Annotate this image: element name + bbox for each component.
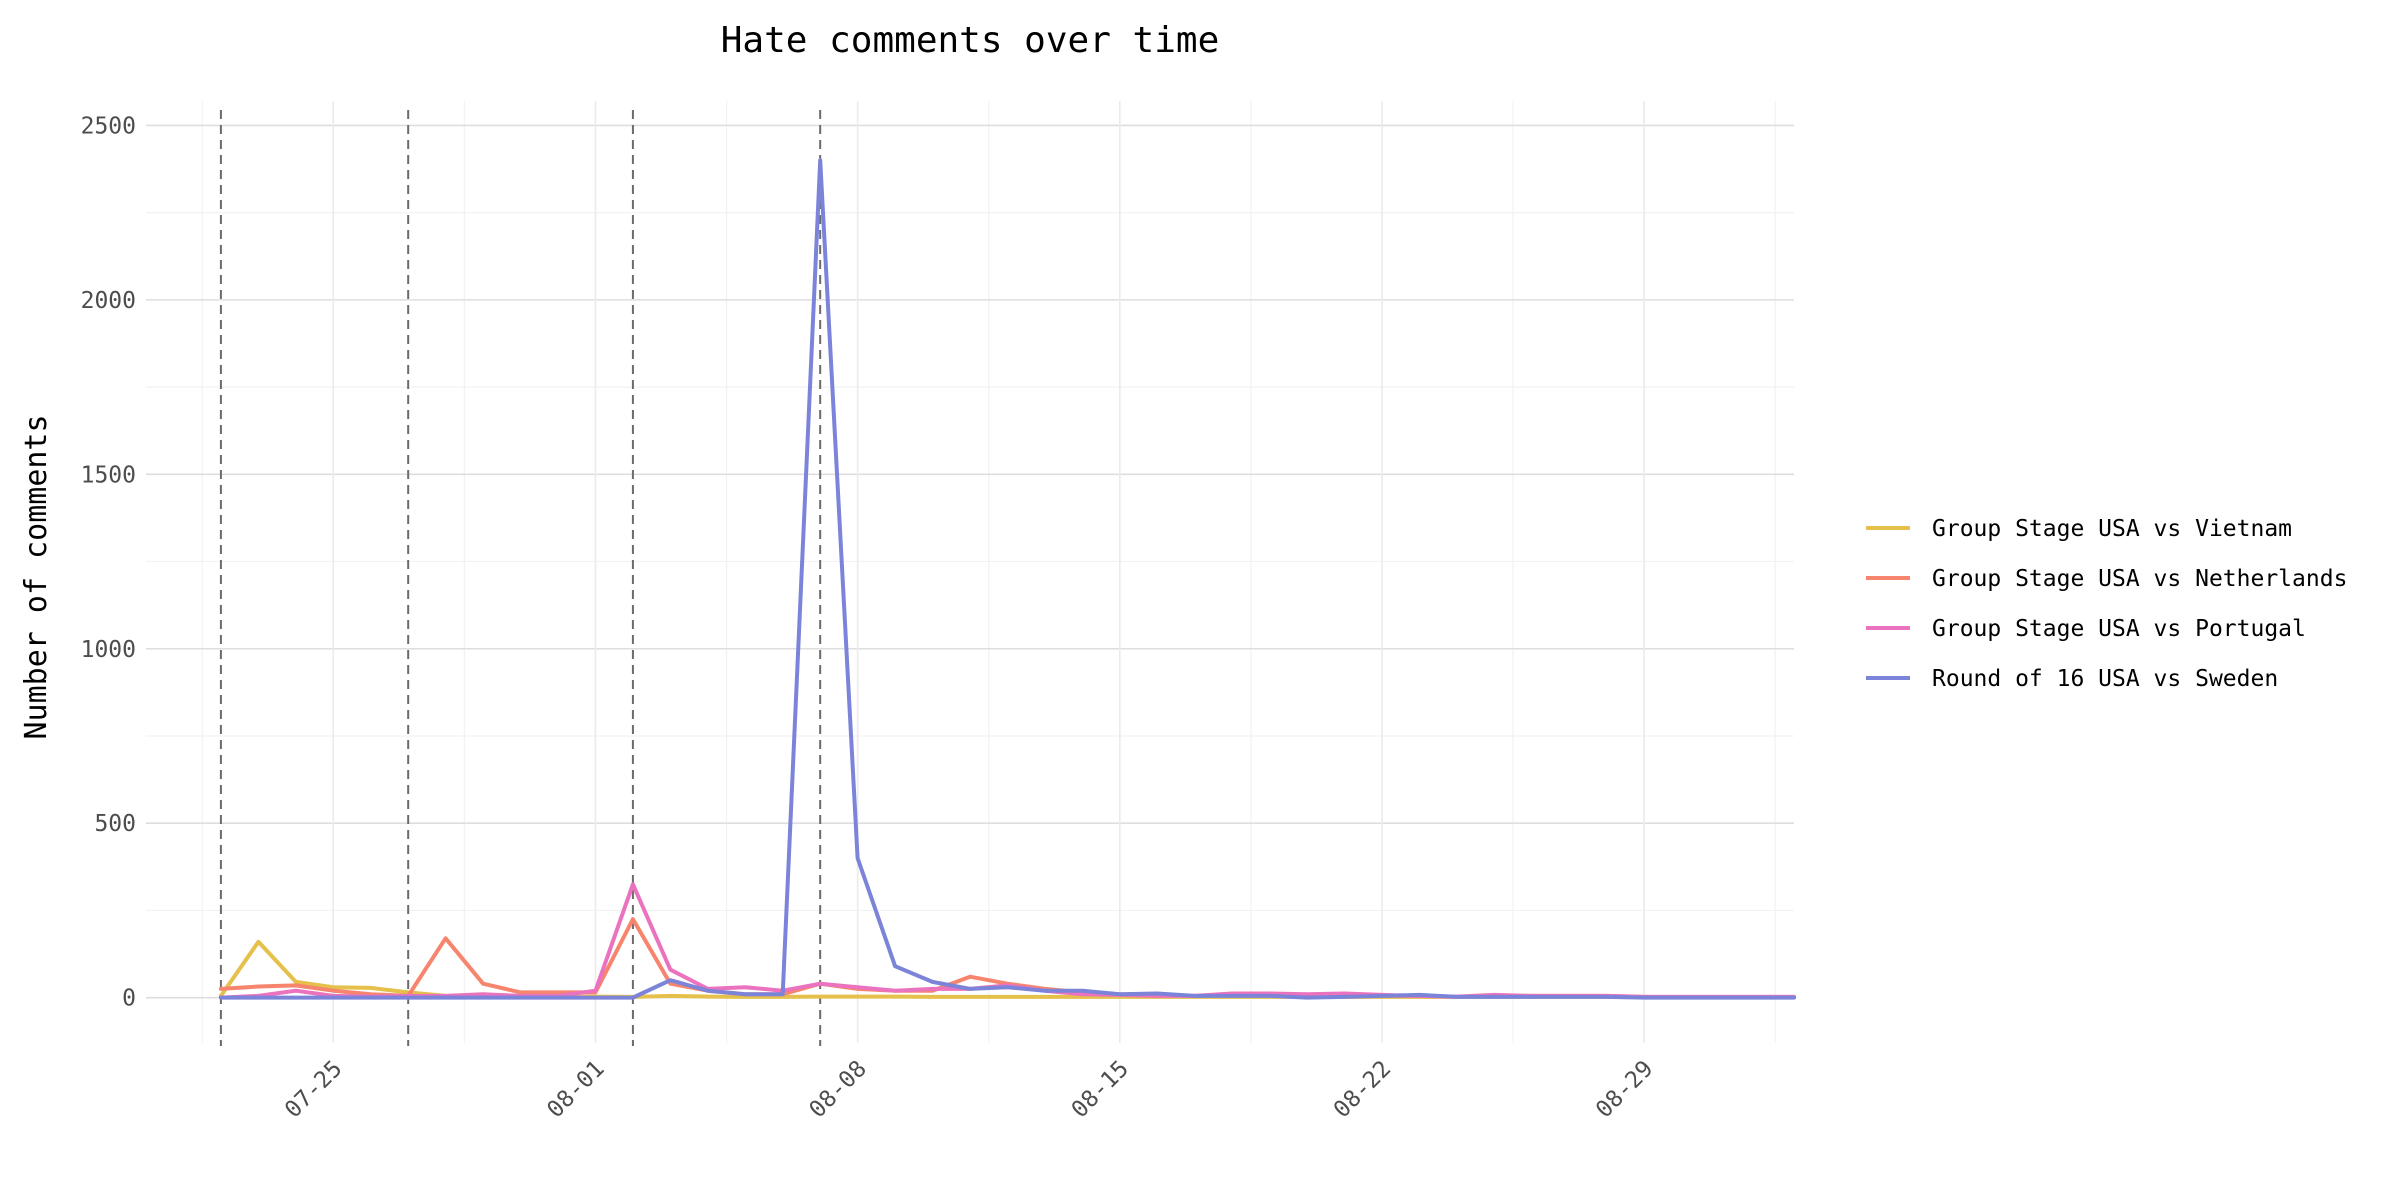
y-tick-label: 2500 — [81, 113, 136, 139]
legend-label: Group Stage USA vs Vietnam — [1932, 516, 2292, 542]
x-axis-ticks: 07-25 08-01 08-08 08-15 08-22 08-29 — [280, 1056, 1658, 1123]
y-tick-label: 1000 — [81, 637, 136, 663]
x-tick-label: 08-01 — [542, 1056, 609, 1123]
legend-label: Group Stage USA vs Netherlands — [1932, 566, 2347, 592]
x-tick-label: 08-22 — [1329, 1056, 1396, 1123]
legend: Group Stage USA vs Vietnam Group Stage US… — [1866, 516, 2347, 692]
x-tick-label: 08-15 — [1067, 1056, 1134, 1123]
x-tick-label: 08-08 — [805, 1056, 872, 1123]
x-tick-label: 08-29 — [1591, 1056, 1658, 1123]
y-tick-label: 1500 — [81, 462, 136, 488]
series-lines — [218, 158, 1796, 1000]
legend-label: Group Stage USA vs Portugal — [1932, 616, 2306, 642]
series-line — [218, 882, 1796, 1000]
y-tick-label: 0 — [122, 986, 136, 1012]
y-tick-label: 2000 — [81, 288, 136, 314]
legend-label: Round of 16 USA vs Sweden — [1932, 666, 2278, 692]
y-tick-label: 500 — [94, 811, 136, 837]
x-tick-label: 07-25 — [280, 1056, 347, 1123]
grid — [146, 101, 1794, 1043]
chart-title: Hate comments over time — [721, 20, 1220, 61]
y-axis-ticks: 0 500 1000 1500 2000 2500 — [81, 113, 136, 1011]
match-date-lines — [219, 110, 822, 1046]
y-axis-label: Number of comments — [19, 414, 54, 739]
series-line — [218, 158, 1796, 1000]
